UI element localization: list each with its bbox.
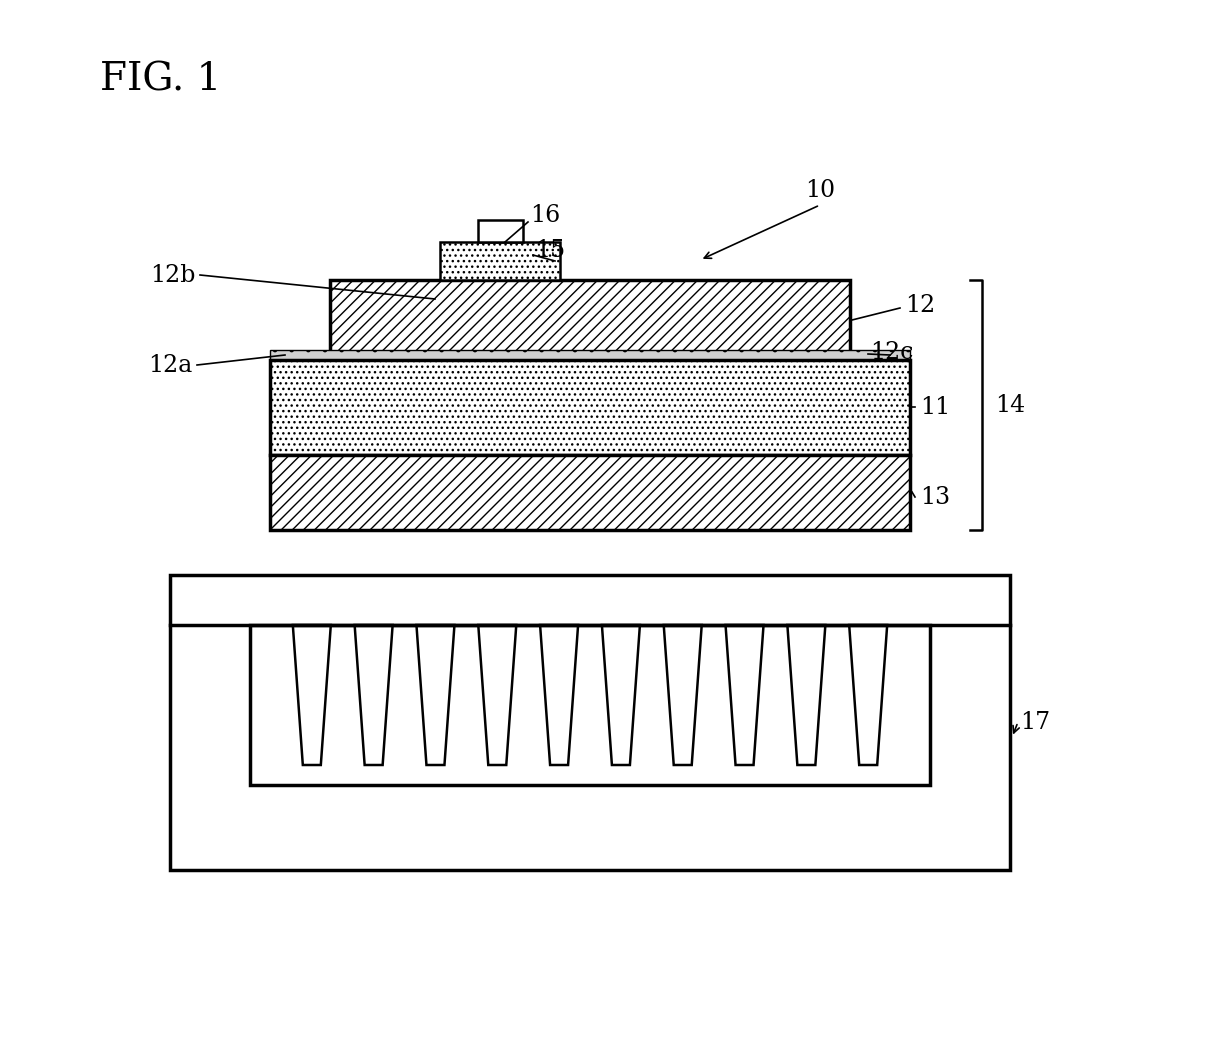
Text: 12b: 12b bbox=[150, 263, 195, 286]
Text: 12: 12 bbox=[905, 294, 935, 317]
Text: 15: 15 bbox=[535, 238, 565, 261]
Polygon shape bbox=[293, 625, 331, 765]
Polygon shape bbox=[354, 625, 393, 765]
Text: 11: 11 bbox=[920, 395, 950, 418]
Polygon shape bbox=[540, 625, 578, 765]
Text: 12a: 12a bbox=[147, 353, 192, 376]
Polygon shape bbox=[330, 280, 849, 359]
Text: 10: 10 bbox=[804, 179, 835, 202]
Polygon shape bbox=[170, 575, 1010, 870]
Text: 14: 14 bbox=[996, 394, 1025, 417]
Text: FIG. 1: FIG. 1 bbox=[100, 62, 221, 98]
Polygon shape bbox=[478, 625, 516, 765]
Polygon shape bbox=[725, 625, 763, 765]
Polygon shape bbox=[441, 242, 560, 280]
Polygon shape bbox=[849, 625, 887, 765]
Polygon shape bbox=[787, 625, 825, 765]
Polygon shape bbox=[602, 625, 640, 765]
Text: 16: 16 bbox=[529, 204, 560, 227]
Polygon shape bbox=[270, 350, 910, 359]
Text: 17: 17 bbox=[1020, 711, 1050, 734]
Polygon shape bbox=[170, 625, 249, 815]
Polygon shape bbox=[270, 359, 910, 455]
Polygon shape bbox=[416, 625, 454, 765]
Polygon shape bbox=[270, 455, 910, 530]
Text: 12c: 12c bbox=[870, 341, 914, 364]
Text: 13: 13 bbox=[920, 486, 950, 509]
Polygon shape bbox=[478, 220, 523, 242]
Polygon shape bbox=[663, 625, 702, 765]
Polygon shape bbox=[170, 815, 1010, 870]
Polygon shape bbox=[930, 625, 1010, 815]
Polygon shape bbox=[170, 575, 1010, 625]
